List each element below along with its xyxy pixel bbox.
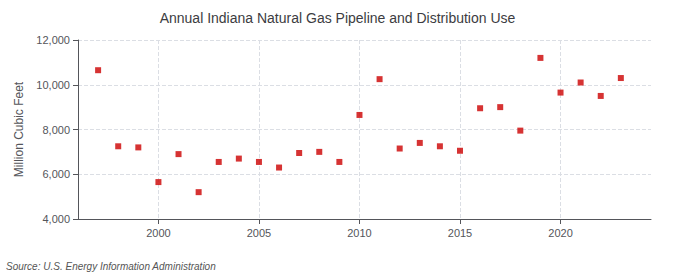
svg-text:6,000: 6,000: [42, 168, 70, 180]
svg-text:Annual Indiana Natural Gas Pip: Annual Indiana Natural Gas Pipeline and …: [160, 10, 516, 26]
svg-text:12,000: 12,000: [36, 34, 70, 46]
svg-text:2000: 2000: [146, 227, 170, 239]
svg-text:2020: 2020: [548, 227, 572, 239]
svg-text:8,000: 8,000: [42, 124, 70, 136]
svg-text:10,000: 10,000: [36, 79, 70, 91]
svg-text:2015: 2015: [448, 227, 472, 239]
svg-text:Million Cubic Feet: Million Cubic Feet: [12, 81, 26, 177]
svg-text:Source: U.S. Energy Informatio: Source: U.S. Energy Information Administ…: [6, 261, 216, 272]
svg-text:2010: 2010: [347, 227, 371, 239]
svg-text:2005: 2005: [247, 227, 271, 239]
svg-text:4,000: 4,000: [42, 213, 70, 225]
